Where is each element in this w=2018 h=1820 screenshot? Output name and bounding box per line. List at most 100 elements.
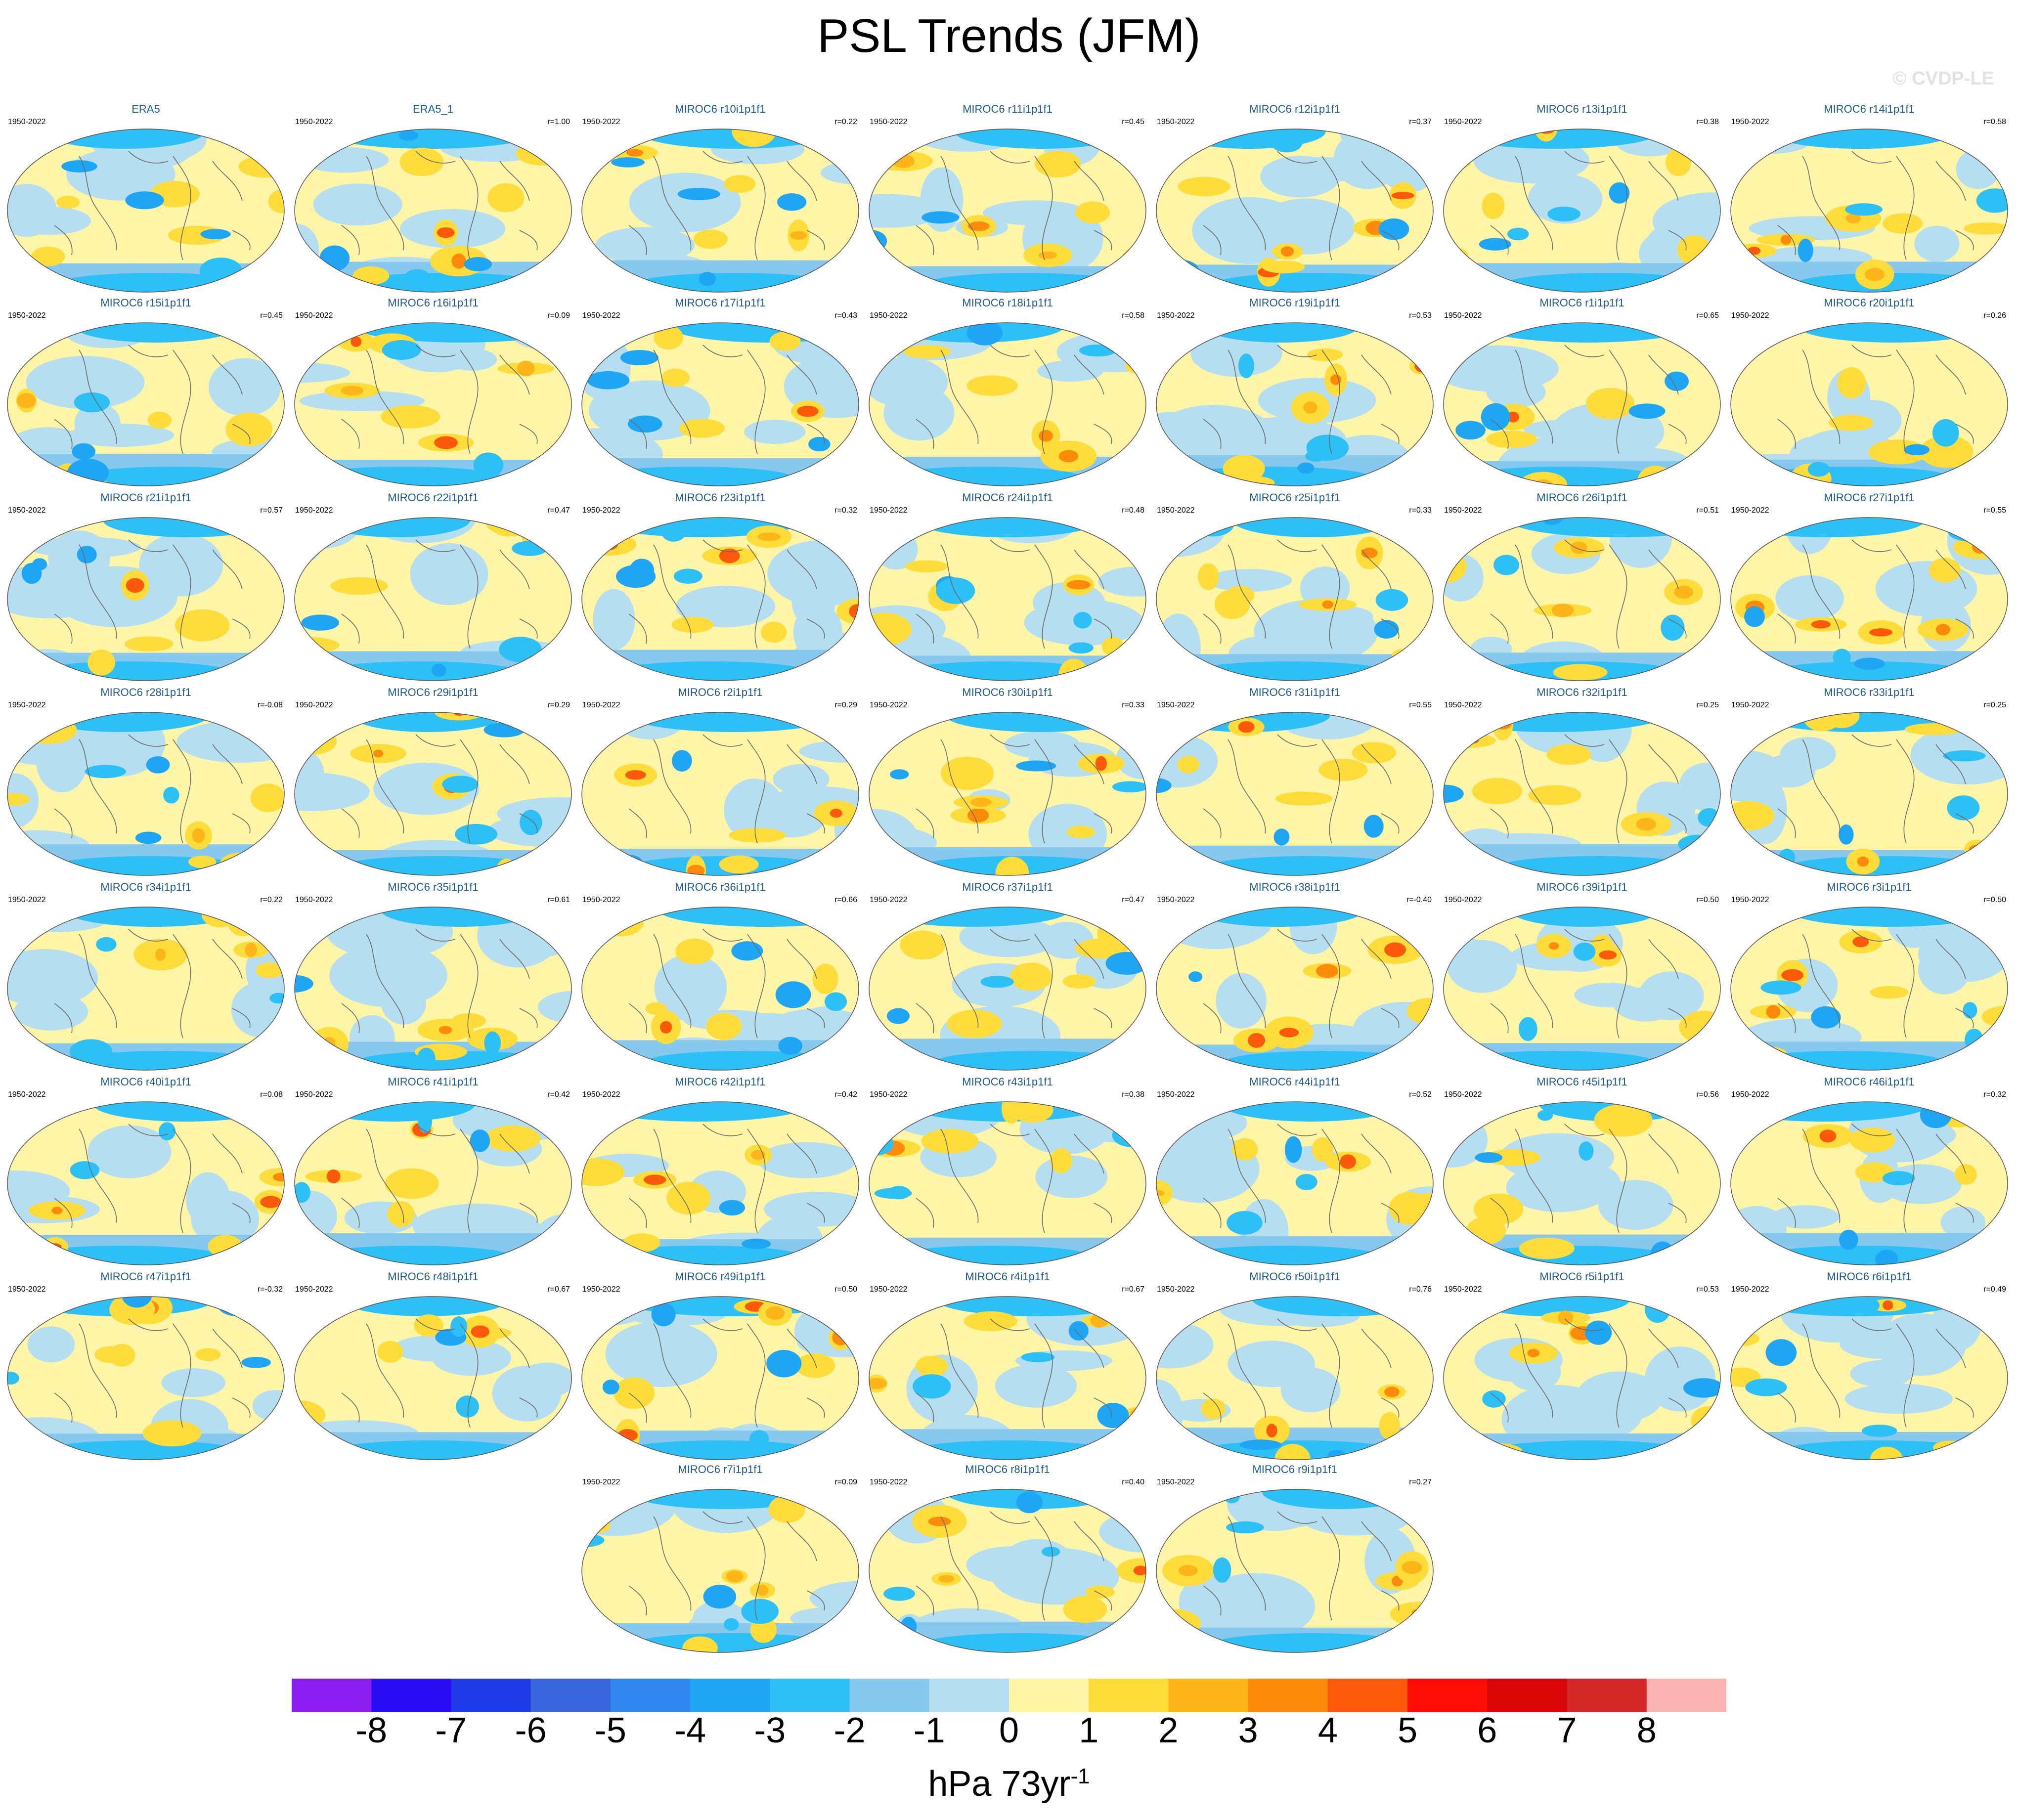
pattern-blob-warm — [1009, 962, 1053, 991]
map-boundary — [1156, 129, 1434, 293]
pattern-blob-hot — [126, 578, 144, 593]
coastline — [341, 419, 360, 449]
world-map — [1730, 907, 2008, 1071]
coastline — [519, 813, 538, 834]
coastline — [1094, 1203, 1112, 1223]
pattern-blob-cool — [628, 1102, 661, 1109]
pattern-blob-cool — [824, 992, 847, 1011]
pattern-blob-cool — [1383, 719, 1412, 737]
map-panel: MIROC6 r21i1p1f1 1950-2022 r=0.57 — [5, 491, 287, 683]
world-map — [869, 1101, 1146, 1265]
coastline — [1668, 1008, 1687, 1029]
pattern-region — [1731, 662, 1767, 681]
map-panel: MIROC6 r27i1p1f1 1950-2022 r=0.55 — [1728, 491, 2010, 683]
pattern-region — [589, 380, 710, 441]
pattern-blob-warm — [399, 147, 444, 176]
panel-title: MIROC6 r15i1p1f1 — [100, 297, 191, 309]
pattern-blob-cool — [1976, 188, 2008, 213]
northern-cap — [73, 323, 240, 343]
figure-title: PSL Trends (JFM) — [817, 9, 1201, 62]
panel-period: 1950-2022 — [1731, 1285, 1769, 1294]
panel-correlation: r=0.61 — [547, 896, 570, 904]
colorbar-tick-label: -2 — [834, 1711, 866, 1750]
coastline — [1668, 230, 1687, 251]
pattern-blob-warm — [964, 1311, 1017, 1332]
coastline — [940, 1128, 979, 1223]
coastline — [990, 1511, 1030, 1524]
pattern-region — [295, 772, 370, 811]
map-panel: MIROC6 r2i1p1f1 1950-2022 r=0.29 — [579, 686, 861, 878]
coastline — [519, 1008, 538, 1029]
pattern-region — [295, 713, 322, 748]
panel-period: 1950-2022 — [295, 701, 333, 709]
pattern-blob-hot — [1599, 950, 1617, 960]
panel-period: 1950-2022 — [582, 1478, 620, 1486]
pattern-blob-cool — [520, 810, 542, 835]
pattern-region — [7, 564, 114, 619]
coastline — [702, 734, 743, 747]
world-map — [1156, 517, 1434, 681]
pattern-blob-hot — [1133, 1565, 1146, 1575]
coastline — [806, 618, 825, 639]
coastline — [990, 539, 1030, 552]
pattern-blob-warm — [1466, 1216, 1506, 1245]
pattern-region — [1940, 1206, 1986, 1238]
coastline — [653, 544, 692, 639]
pattern-blob-cool — [1444, 784, 1464, 803]
coastline — [990, 734, 1030, 747]
panel-period: 1950-2022 — [1444, 1285, 1482, 1294]
pattern-blob-warm — [682, 1636, 718, 1652]
pattern-blob-warm — [56, 196, 80, 209]
coastline — [173, 544, 191, 649]
pattern-blob-warm — [233, 657, 275, 680]
pattern-blob-cool — [402, 269, 433, 292]
map-boundary — [294, 907, 572, 1071]
coastline — [1564, 1318, 1605, 1331]
pattern-blob-warm — [1035, 151, 1081, 177]
map-boundary — [1443, 129, 1721, 293]
colorbar-swatch — [849, 1679, 930, 1712]
colorbar-swatch — [371, 1679, 451, 1712]
coastline — [1609, 1323, 1627, 1428]
pattern-blob-hot — [1747, 247, 1761, 255]
panel-period: 1950-2022 — [1157, 701, 1195, 709]
coastline — [212, 744, 243, 784]
pattern-blob-cool — [1444, 519, 1475, 537]
map-boundary — [1730, 129, 2008, 293]
panel-period: 1950-2022 — [1444, 311, 1482, 320]
pattern-region — [997, 1539, 1078, 1600]
pattern-blob-cool — [1943, 750, 1986, 762]
panel-period: 1950-2022 — [582, 1285, 620, 1294]
pattern-region — [869, 194, 946, 228]
colorbar-tick-label: -7 — [435, 1711, 467, 1750]
pattern-region — [654, 953, 727, 1022]
panel-period: 1950-2022 — [8, 311, 46, 320]
pattern-blob-cool — [869, 156, 882, 171]
map-boundary — [1156, 1296, 1434, 1460]
colorbar-swatch — [1646, 1679, 1726, 1712]
colorbar-tick-label: -6 — [515, 1711, 547, 1750]
southern-band-core — [1745, 1051, 1943, 1070]
coastline — [806, 1203, 825, 1223]
pattern-region — [27, 1326, 75, 1363]
panel-title: MIROC6 r22i1p1f1 — [388, 491, 479, 504]
coastline — [747, 544, 766, 649]
coastline — [1490, 419, 1509, 449]
world-map — [1443, 1101, 1721, 1265]
panel-correlation: r=0.45 — [1122, 118, 1144, 126]
panel-correlation: r=0.26 — [1983, 311, 2006, 320]
map-panel: MIROC6 r38i1p1f1 1950-2022 r=-0.40 — [1154, 881, 1436, 1073]
panel-title: MIROC6 r49i1p1f1 — [675, 1270, 766, 1283]
pattern-blob-cool — [1305, 450, 1327, 462]
pattern-blob-warm — [1392, 649, 1414, 663]
coastline — [1094, 618, 1112, 639]
pattern-blob-cool — [1628, 403, 1666, 419]
pattern-blob-cool — [1175, 1056, 1210, 1070]
map-panel: MIROC6 r4i1p1f1 1950-2022 r=0.67 — [867, 1270, 1148, 1462]
pattern-blob-hot — [1527, 1348, 1540, 1357]
coastline — [1203, 419, 1222, 449]
coastline — [1490, 613, 1509, 644]
coastline — [1515, 1128, 1553, 1223]
pattern-blob-cool — [1188, 971, 1203, 982]
coastline — [1361, 1328, 1392, 1369]
